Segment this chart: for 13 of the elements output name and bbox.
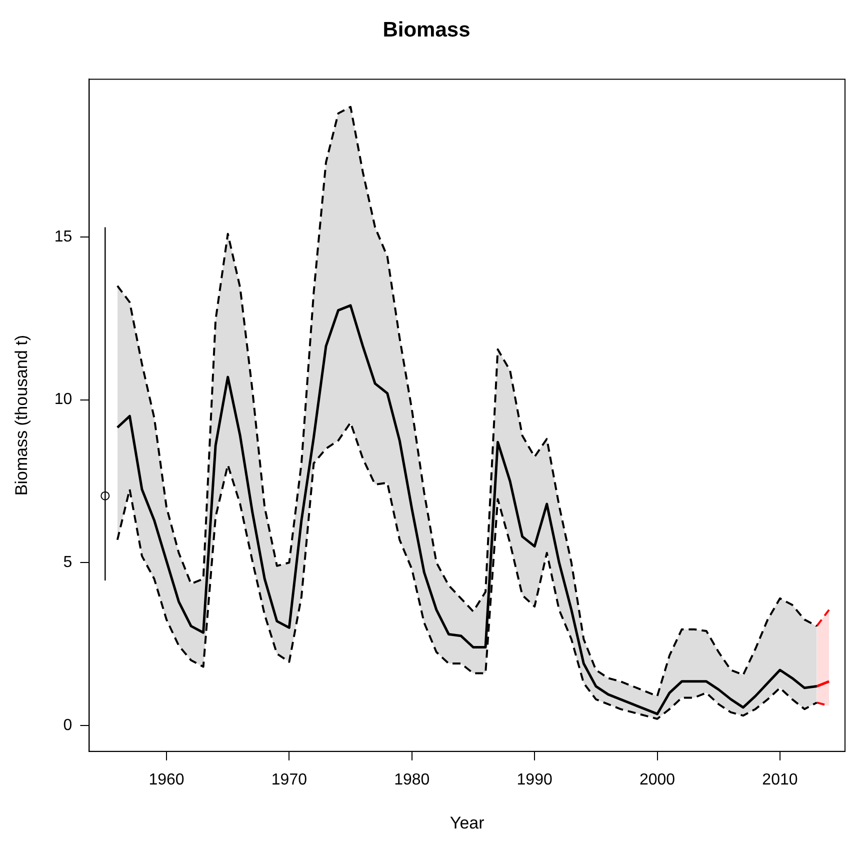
y-tick-label: 15 bbox=[54, 228, 72, 246]
x-tick-label: 1970 bbox=[271, 771, 308, 788]
x-tick-label: 1960 bbox=[148, 771, 184, 788]
x-tick-label: 2000 bbox=[639, 771, 676, 788]
x-axis-title: Year bbox=[450, 813, 485, 832]
chart-title: Biomass bbox=[382, 18, 470, 42]
y-tick-label: 5 bbox=[63, 554, 72, 572]
x-tick-label: 1980 bbox=[394, 771, 430, 788]
y-axis-title: Biomass (thousand t) bbox=[12, 334, 31, 496]
y-tick-label: 0 bbox=[63, 716, 72, 734]
x-tick-label: 2010 bbox=[762, 771, 798, 788]
x-tick-label: 1990 bbox=[516, 771, 552, 788]
y-tick-label: 10 bbox=[54, 391, 72, 408]
